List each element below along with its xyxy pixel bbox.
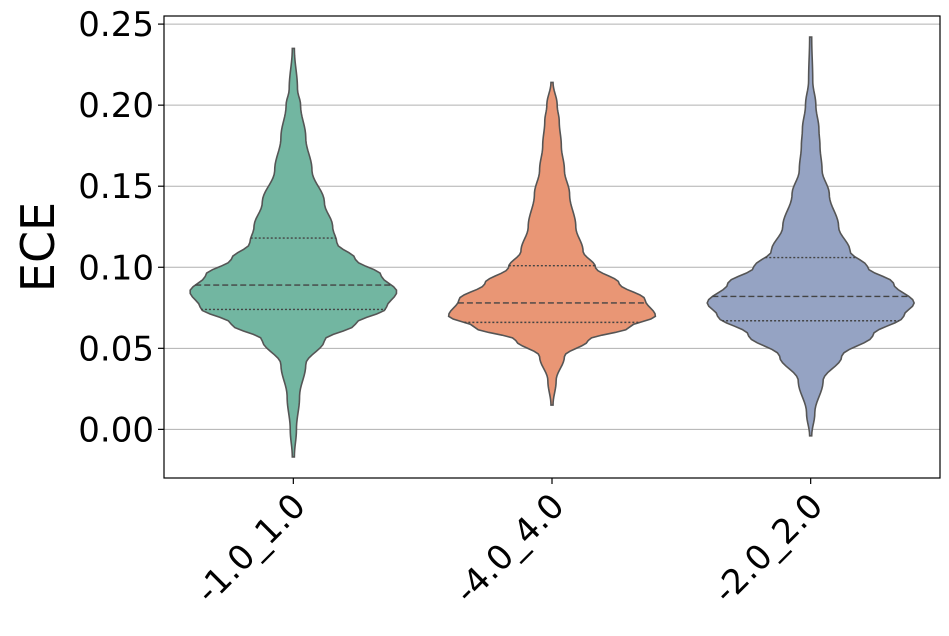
y-tick-label: 0.20 bbox=[78, 86, 154, 126]
x-axis: -1.0_1.0 -4.0_4.0 -2.0_2.0 bbox=[188, 478, 831, 612]
y-axis: 0.00 0.05 0.10 0.15 0.20 0.25 bbox=[78, 5, 164, 450]
y-tick-label: 0.05 bbox=[78, 329, 154, 369]
violin-body bbox=[447, 81, 657, 406]
x-tick-label: -2.0_2.0 bbox=[706, 486, 831, 611]
y-axis-title: ECE bbox=[11, 202, 65, 292]
x-tick-label: -1.0_1.0 bbox=[188, 486, 313, 611]
violin-2 bbox=[447, 81, 657, 406]
x-tick-label: -4.0_4.0 bbox=[447, 486, 572, 611]
y-tick-label: 0.00 bbox=[78, 410, 154, 450]
violin-3 bbox=[706, 36, 916, 437]
y-tick-label: 0.10 bbox=[78, 248, 154, 288]
y-tick-label: 0.15 bbox=[78, 167, 154, 207]
violin-body bbox=[189, 47, 398, 458]
violins bbox=[189, 36, 916, 458]
y-tick-label: 0.25 bbox=[78, 5, 154, 45]
violin-body bbox=[706, 36, 916, 437]
violin-1 bbox=[189, 47, 398, 458]
